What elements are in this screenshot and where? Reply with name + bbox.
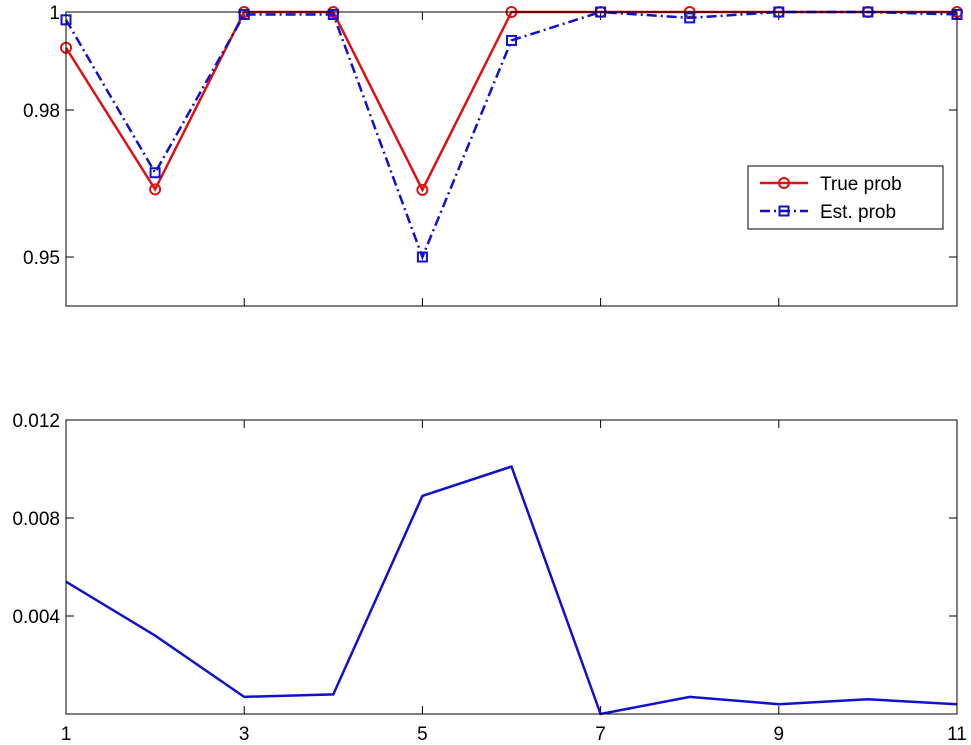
legend-label: True prob bbox=[820, 174, 902, 195]
bottom-tick-labels: 0.004 0.008 0.012 1 3 5 7 9 11 bbox=[12, 411, 966, 745]
top-axis-ticks bbox=[65, 11, 958, 306]
y-tick-label: 1 bbox=[49, 3, 60, 24]
y-tick-label: 0.95 bbox=[23, 248, 60, 269]
x-tick-label: 11 bbox=[947, 724, 967, 745]
bottom-series-group bbox=[65, 464, 958, 716]
data-point bbox=[238, 8, 250, 20]
data-point bbox=[506, 34, 517, 46]
bottom-axis-ticks bbox=[65, 419, 958, 714]
x-tick-label: 7 bbox=[595, 724, 606, 745]
top-tick-labels: 0.95 0.98 1 bbox=[23, 3, 60, 269]
legend-box bbox=[747, 165, 944, 230]
x-tick-label: 1 bbox=[61, 724, 72, 745]
top-plot-frame bbox=[65, 11, 958, 307]
data-point bbox=[416, 183, 429, 196]
data-point bbox=[149, 183, 162, 196]
data-point bbox=[416, 251, 428, 263]
y-tick-label: 0.004 bbox=[12, 607, 60, 628]
series-line-value bbox=[65, 464, 958, 716]
bottom-panel: 0.004 0.008 0.012 1 3 5 7 9 11 bbox=[12, 411, 966, 745]
data-point bbox=[327, 8, 339, 20]
x-tick-label: 3 bbox=[239, 724, 250, 745]
x-tick-label: 5 bbox=[417, 724, 428, 745]
y-tick-label: 0.012 bbox=[12, 411, 60, 432]
y-tick-label: 0.98 bbox=[23, 101, 60, 122]
legend-marker bbox=[778, 177, 790, 189]
legend-entries: True prob Est. prob bbox=[760, 174, 902, 223]
series-line-true-prob bbox=[64, 10, 957, 193]
legend-marker bbox=[778, 205, 790, 217]
data-point bbox=[149, 167, 161, 179]
top-panel: 0.95 0.98 1 True prob Est. prob bbox=[23, 3, 963, 307]
legend-label: Est. prob bbox=[820, 202, 896, 223]
legend: True prob Est. prob bbox=[747, 165, 944, 230]
x-tick-label: 9 bbox=[774, 724, 785, 745]
data-point bbox=[684, 12, 696, 24]
bottom-plot-frame bbox=[65, 419, 958, 715]
y-tick-label: 0.008 bbox=[12, 509, 60, 530]
